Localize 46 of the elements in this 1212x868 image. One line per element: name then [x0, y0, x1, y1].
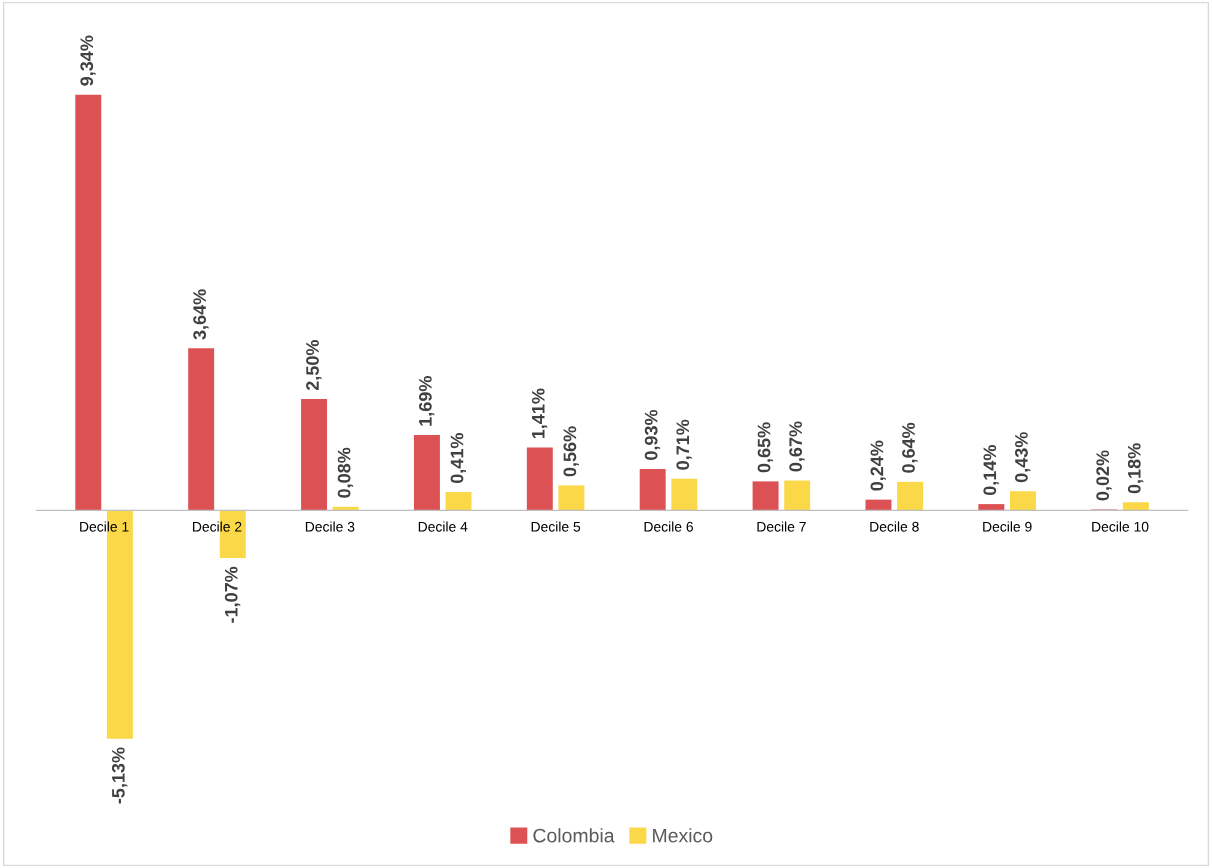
x-tick-label: Decile 7	[757, 521, 806, 532]
data-label: -5,13%	[111, 747, 128, 804]
bar	[752, 481, 779, 511]
data-label: 0,41%	[450, 433, 466, 484]
data-label: 0,93%	[644, 409, 661, 460]
data-label: 0,65%	[757, 422, 774, 473]
x-tick-label: Decile 9	[983, 521, 1032, 532]
data-label: 0,08%	[337, 447, 354, 498]
data-label: 3,64%	[193, 289, 209, 340]
data-label: 1,41%	[531, 388, 548, 439]
data-label: 0,67%	[789, 421, 805, 472]
x-tick-label: Decile 8	[870, 521, 919, 532]
bar	[445, 492, 472, 511]
x-tick-label: Decile 10	[1092, 521, 1149, 532]
data-label: -1,07%	[224, 566, 241, 623]
x-tick-label: Decile 4	[418, 521, 468, 532]
bar	[413, 435, 440, 511]
bar	[639, 468, 666, 511]
bar	[897, 481, 924, 511]
x-tick-label: Decile 5	[531, 521, 581, 532]
bar	[865, 499, 892, 511]
data-label: 0,02%	[1096, 450, 1112, 501]
x-tick-label: Decile 6	[644, 521, 693, 532]
bar	[978, 504, 1005, 511]
bar	[558, 485, 585, 511]
bar	[526, 447, 553, 511]
data-label: 0,24%	[870, 440, 886, 491]
data-label: 0,14%	[983, 445, 999, 496]
legend-label: Colombia	[533, 828, 615, 843]
x-tick-label: Decile 3	[305, 521, 355, 532]
data-label: 0,56%	[563, 426, 579, 477]
bar	[671, 478, 698, 511]
bar	[1009, 491, 1036, 511]
bar	[301, 399, 328, 511]
legend-label: Mexico	[653, 828, 713, 843]
data-label: 2,50%	[306, 340, 322, 391]
data-label: 0,18%	[1127, 443, 1144, 494]
bar	[188, 348, 215, 511]
data-label: 1,69%	[418, 376, 435, 426]
bar	[784, 480, 811, 511]
bar	[75, 94, 102, 511]
data-label: 9,34%	[80, 35, 96, 86]
bar	[1122, 502, 1149, 511]
data-label: 0,43%	[1015, 432, 1031, 483]
data-label: 0,64%	[902, 422, 918, 473]
data-label: 0,71%	[676, 419, 692, 470]
